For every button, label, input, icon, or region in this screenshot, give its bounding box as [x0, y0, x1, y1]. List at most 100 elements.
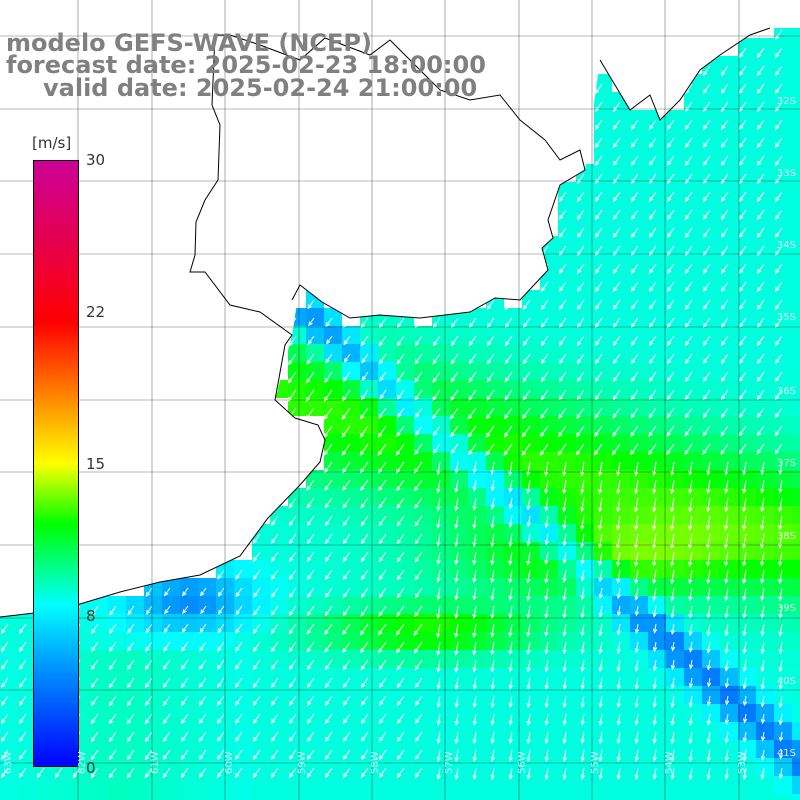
wind-arrow: [18, 749, 27, 761]
wind-arrow: [616, 767, 621, 781]
wind-cell: [594, 326, 612, 344]
wind-cell: [162, 776, 180, 794]
wind-arrow: [324, 533, 333, 545]
wind-cell: [612, 398, 630, 416]
wind-cell: [342, 578, 360, 596]
wind-cell: [738, 254, 756, 272]
wind-cell: [180, 596, 198, 614]
wind-arrow: [670, 569, 675, 585]
wind-cell: [720, 632, 738, 650]
wind-arrow: [305, 407, 315, 421]
wind-cell: [504, 686, 522, 704]
wind-cell: [630, 110, 648, 128]
wind-arrow: [306, 533, 315, 545]
wind-arrow: [323, 425, 333, 438]
wind-cell: [558, 704, 576, 722]
wind-arrow: [598, 767, 603, 781]
wind-cell: [576, 218, 594, 236]
wind-cell: [522, 542, 540, 560]
wind-arrow: [490, 695, 495, 709]
wind-cell: [594, 380, 612, 398]
wind-arrow: [486, 335, 495, 347]
wind-cell: [486, 380, 504, 398]
wind-cell: [792, 740, 800, 758]
wind-arrow: [774, 83, 783, 95]
wind-cell: [756, 416, 774, 434]
wind-cell: [252, 632, 270, 650]
wind-cell: [324, 362, 342, 380]
wind-cell: [144, 740, 162, 758]
wind-arrow: [612, 425, 621, 438]
wind-arrow: [324, 677, 333, 689]
wind-cell: [738, 542, 756, 560]
wind-cell: [558, 434, 576, 452]
wind-cell: [702, 326, 720, 344]
wind-arrow: [342, 749, 351, 761]
wind-cell: [288, 794, 306, 800]
wind-arrow: [198, 659, 207, 671]
wind-arrow: [324, 659, 333, 671]
wind-cell: [594, 344, 612, 362]
wind-arrow: [778, 569, 783, 585]
wind-cell: [666, 758, 684, 776]
wind-arrow: [91, 605, 99, 616]
wind-cell: [324, 614, 342, 632]
wind-cell: [270, 614, 288, 632]
wind-arrow: [652, 659, 657, 672]
wind-arrow: [182, 605, 189, 615]
wind-arrow: [306, 767, 315, 779]
wind-arrow: [544, 569, 549, 584]
wind-arrow: [774, 47, 783, 59]
wind-arrow: [684, 281, 693, 293]
wind-arrow: [396, 677, 405, 689]
wind-cell: [414, 344, 432, 362]
wind-arrow: [144, 713, 153, 725]
wind-cell: [720, 362, 738, 380]
wind-arrow: [702, 281, 711, 293]
wind-cell: [144, 632, 162, 650]
wind-cell: [360, 452, 378, 470]
wind-cell: [594, 506, 612, 524]
wind-cell: [612, 596, 630, 614]
wind-arrow: [742, 569, 747, 585]
wind-cell: [324, 434, 342, 452]
wind-cell: [576, 236, 594, 254]
wind-cell: [522, 326, 540, 344]
wind-arrow: [468, 335, 477, 347]
wind-arrow: [778, 731, 784, 742]
wind-cell: [396, 740, 414, 758]
wind-cell: [756, 110, 774, 128]
wind-cell: [702, 236, 720, 254]
wind-arrow: [341, 443, 351, 456]
wind-arrow: [630, 281, 639, 293]
wind-arrow: [396, 605, 405, 617]
wind-arrow: [630, 227, 639, 239]
wind-arrow: [508, 677, 513, 691]
wind-arrow: [200, 605, 207, 615]
wind-arrow: [648, 209, 657, 221]
wind-cell: [594, 650, 612, 668]
wind-arrow: [616, 587, 621, 600]
wind-cell: [306, 344, 324, 362]
wind-cell: [702, 758, 720, 776]
wind-arrow: [540, 281, 549, 293]
wind-cell: [630, 542, 648, 560]
wind-cell: [720, 542, 738, 560]
wind-arrow: [270, 551, 279, 563]
coastline-segment: [0, 34, 586, 618]
wind-arrow: [378, 335, 387, 347]
wind-cell: [306, 740, 324, 758]
wind-cell: [684, 434, 702, 452]
wind-arrow: [634, 677, 639, 691]
wind-cell: [576, 326, 594, 344]
wind-cell: [648, 632, 666, 650]
wind-arrow: [108, 677, 117, 689]
wind-cell: [558, 236, 576, 254]
wind-arrow: [521, 443, 531, 456]
wind-arrow: [306, 695, 315, 707]
wind-arrow: [162, 713, 171, 725]
wind-cell: [702, 344, 720, 362]
wind-cell: [234, 668, 252, 686]
wind-arrow: [396, 569, 405, 581]
wind-cell: [504, 524, 522, 542]
